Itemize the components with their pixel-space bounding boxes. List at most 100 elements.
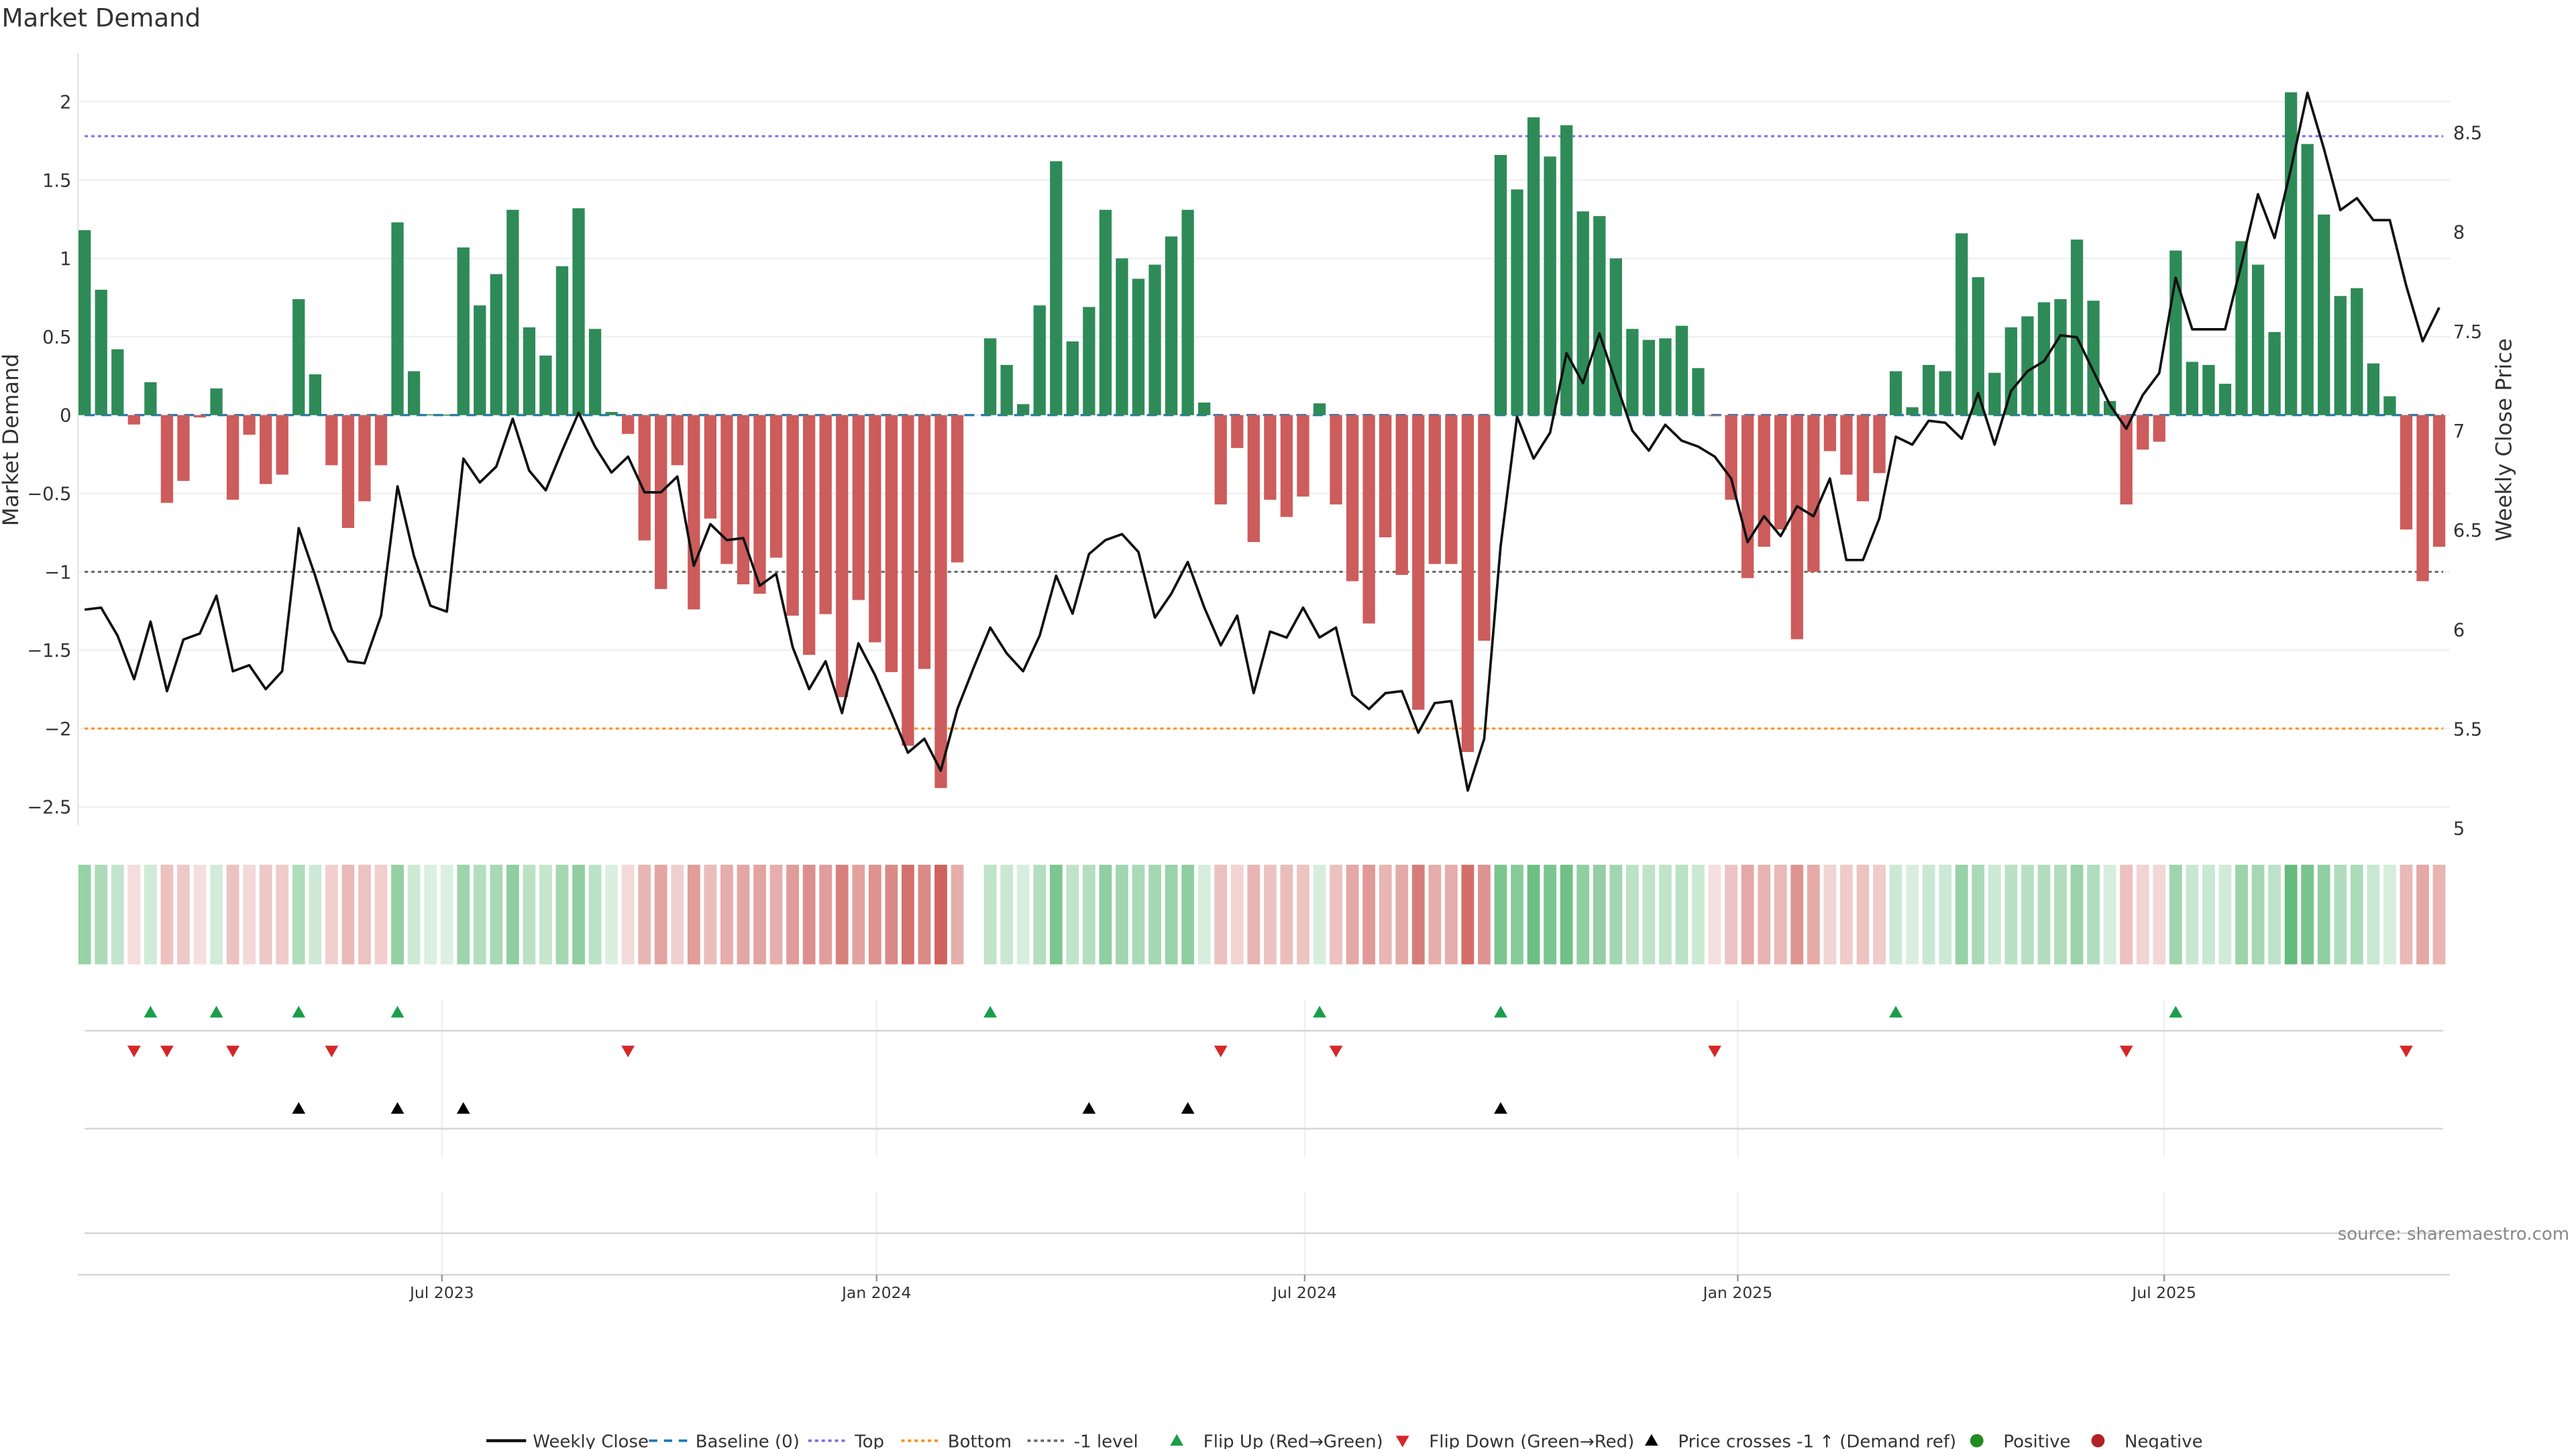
y-tick-label: −2.5 — [27, 798, 71, 818]
negative-bar — [2400, 415, 2413, 530]
negative-bar — [1280, 415, 1293, 517]
positive-bar — [1017, 404, 1030, 415]
heat-cell — [78, 865, 91, 965]
y-tick-label: 2 — [60, 92, 71, 113]
negative-bar — [2120, 415, 2133, 504]
heat-cell — [1955, 865, 1968, 965]
negative-bar — [836, 415, 849, 698]
negative-bar — [2153, 415, 2165, 442]
positive-bar — [2169, 250, 2182, 415]
heat-cell — [1873, 865, 1886, 965]
negative-bar — [819, 415, 832, 614]
heat-cell — [523, 865, 536, 965]
positive-bar — [1083, 307, 1095, 415]
legend-label: Flip Up (Red→Green) — [1203, 1432, 1383, 1449]
heat-cell — [276, 865, 289, 965]
negative-bar — [1840, 415, 1853, 475]
legend-item: Weekly Close — [486, 1432, 649, 1449]
x-tick-label: Jul 2024 — [1271, 1283, 1337, 1302]
heat-cell — [737, 865, 750, 965]
flip-up-marker — [292, 1006, 306, 1018]
price-cross-marker — [1494, 1102, 1507, 1114]
heat-cell — [588, 865, 602, 965]
price-cross-marker — [456, 1102, 470, 1114]
positive-bar — [1593, 216, 1606, 415]
heat-cell — [1593, 865, 1606, 965]
positive-bar — [111, 349, 124, 415]
heat-cell — [638, 865, 651, 965]
price-cross-marker — [292, 1102, 306, 1114]
positive-bar — [78, 230, 91, 415]
heat-cell — [144, 865, 157, 965]
negative-bar — [1362, 415, 1375, 624]
negative-bar — [1708, 415, 1721, 417]
positive-bar — [1692, 368, 1705, 415]
positive-bar — [1099, 209, 1112, 415]
heat-cell — [391, 865, 404, 965]
heat-cell — [1247, 865, 1260, 965]
heat-cell — [1675, 865, 1688, 965]
y2-tick-label: 7.5 — [2453, 322, 2482, 343]
heat-cell — [506, 865, 519, 965]
positive-bar — [457, 247, 470, 415]
heat-cell — [1379, 865, 1392, 965]
positive-bar — [1560, 125, 1573, 415]
flip-down-marker — [2119, 1045, 2133, 1058]
flip-up-marker — [144, 1006, 158, 1018]
gridlines — [77, 53, 2450, 825]
heat-cell — [1774, 865, 1787, 965]
heat-cell — [2268, 865, 2281, 965]
legend-item: Flip Down (Green→Red) — [1395, 1432, 1634, 1449]
flip-down-marker — [2400, 1045, 2413, 1058]
positive-bar — [2218, 384, 2232, 415]
heat-cell — [325, 865, 338, 965]
negative-bar — [358, 415, 371, 502]
y2-tick-label: 5.5 — [2453, 719, 2482, 740]
negative-bar — [260, 415, 272, 484]
heat-cell — [1049, 865, 1063, 965]
positive-bar — [1576, 211, 1589, 415]
price-cross-marker — [1181, 1102, 1195, 1114]
negative-bar — [1412, 415, 1425, 710]
negative-bar — [638, 415, 651, 541]
negative-bar — [226, 415, 239, 500]
x-tick-label: Jan 2024 — [841, 1283, 912, 1302]
positive-bar — [2021, 316, 2034, 415]
heat-cell — [1758, 865, 1771, 965]
positive-bar — [1939, 371, 1951, 415]
heat-cell — [1214, 865, 1228, 965]
positive-bar — [144, 382, 157, 415]
heat-cell — [1478, 865, 1491, 965]
heat-cell — [654, 865, 667, 965]
flip-up-marker — [983, 1006, 998, 1018]
positive-bar — [1955, 233, 1968, 415]
negative-bar — [655, 415, 667, 590]
heat-cell — [1033, 865, 1046, 965]
positive-bar — [523, 327, 536, 415]
negative-bar — [325, 415, 338, 466]
heat-cell — [1527, 865, 1540, 965]
negative-bar — [193, 415, 207, 418]
heat-cell — [555, 865, 569, 965]
heat-cell — [1197, 865, 1211, 965]
negative-bar — [1774, 415, 1787, 530]
flip-up-marker — [209, 1006, 223, 1018]
y2-tick-label: 6 — [2453, 620, 2465, 641]
legend-item: -1 level — [1027, 1432, 1138, 1449]
positive-bar — [2186, 362, 2199, 415]
heat-cell — [1544, 865, 1557, 965]
legend: Weekly Close Baseline (0) Top Bottom -1 leve… — [486, 1432, 2203, 1449]
heat-cell — [1444, 865, 1458, 965]
positive-bar — [2004, 327, 2018, 415]
negative-bar — [1379, 415, 1392, 537]
heat-cell — [2251, 865, 2265, 965]
heat-cell — [1692, 865, 1705, 965]
heat-cell — [1725, 865, 1738, 965]
positive-bar — [2351, 288, 2363, 415]
chart-title: Market Demand — [1, 4, 201, 33]
heat-cell — [1741, 865, 1754, 965]
x-tick-label: Jul 2025 — [2131, 1283, 2196, 1302]
flip-down-marker — [160, 1045, 174, 1058]
heat-cell — [1148, 865, 1161, 965]
